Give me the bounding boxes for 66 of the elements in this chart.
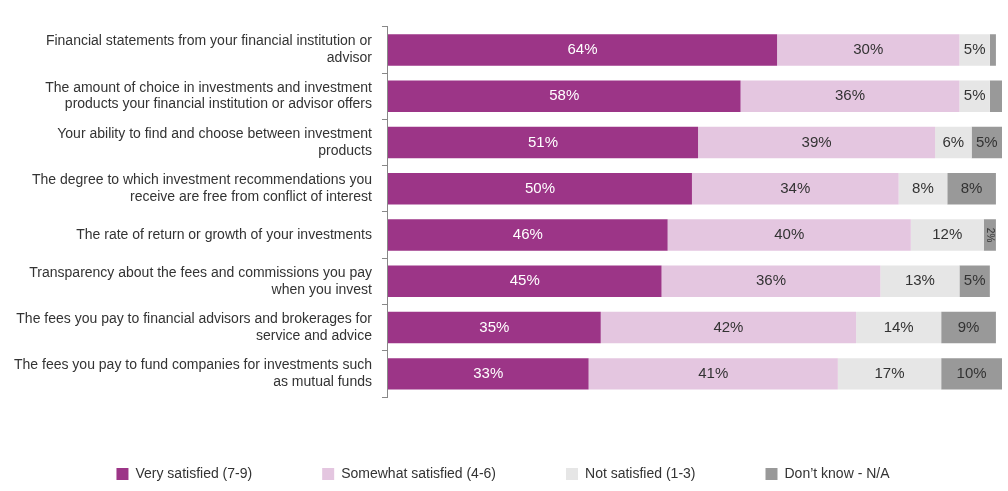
bar: [941, 311, 996, 344]
data-label: 5%: [963, 40, 986, 58]
data-label: 46%: [512, 225, 543, 243]
data-label: 5%: [975, 132, 998, 150]
bar: [856, 311, 942, 344]
data-label: 58%: [549, 86, 580, 104]
bar: [387, 80, 741, 112]
data-label: 39%: [801, 132, 832, 150]
data-label: 35%: [479, 317, 510, 335]
data-label: 41%: [698, 364, 729, 381]
data-label: 40%: [774, 225, 805, 243]
bar: [387, 219, 668, 251]
data-label: 36%: [835, 86, 866, 104]
legend-label: Don’t know - N/A: [784, 464, 891, 481]
legend-label: Somewhat satisfied (4-6): [341, 464, 497, 481]
bar: [989, 34, 996, 66]
bar: [691, 173, 899, 205]
bar: [588, 358, 838, 390]
data-label: 51%: [527, 132, 559, 150]
bar: [880, 265, 960, 298]
y-tick-label: The fees you pay to financial advisors and brokerages for service and advice: [16, 310, 373, 343]
data-label: 42%: [713, 317, 744, 335]
data-label: 14%: [883, 317, 914, 335]
bar: [600, 311, 857, 344]
bar: [387, 358, 589, 390]
data-label: 30%: [853, 40, 884, 58]
data-label: 5%: [963, 86, 986, 104]
bar: [989, 80, 1002, 112]
data-label: 8%: [912, 178, 934, 196]
data-label: 36%: [755, 271, 786, 289]
bar: [387, 34, 778, 66]
legend-label: Very satisfied (7-9): [135, 464, 253, 481]
data-label: 13%: [904, 271, 935, 289]
data-label: 64%: [567, 40, 598, 58]
data-label: 50%: [524, 178, 555, 196]
data-label: 33%: [473, 364, 504, 381]
bar: [740, 80, 960, 112]
data-label: 8%: [960, 178, 983, 196]
bar: [387, 265, 662, 298]
data-label: 6%: [942, 132, 965, 150]
data-label: 12%: [932, 225, 963, 243]
y-tick-label: Financial statements from your financial institution or advisor: [45, 32, 373, 66]
y-tick-label: The amount of choice in investments and investment products your financial institution or advisor offers: [45, 78, 373, 112]
y-tick-label: The fees you pay to fund companies for investments such as mutual funds: [13, 356, 372, 390]
bar: [661, 265, 881, 298]
data-label: 45%: [509, 271, 540, 289]
data-label: 34%: [780, 178, 811, 196]
bar: [910, 219, 984, 251]
bar: [941, 358, 1002, 390]
data-label: 5%: [963, 271, 986, 289]
bar: [698, 126, 936, 159]
y-tick-label: Your ability to find and choose between investment products: [57, 124, 373, 158]
legend-label: Not satisfied (1-3): [585, 464, 696, 481]
bar: [777, 34, 960, 66]
data-label: 2%: [985, 227, 997, 243]
bar: [387, 311, 601, 344]
data-label: 17%: [874, 364, 905, 381]
y-tick-label: Transparency about the fees and commissions you pay when you invest: [29, 263, 373, 297]
y-tick-label: The degree to which investment recommendations you receive are free from conflict of interest: [31, 171, 373, 205]
bar: [387, 173, 692, 205]
y-tick-label: The rate of return or growth of your investments: [76, 225, 372, 242]
bar: [667, 219, 911, 251]
data-label: 10%: [956, 364, 987, 381]
bar: [387, 126, 699, 159]
data-label: 9%: [957, 317, 980, 335]
bar: [837, 358, 942, 390]
